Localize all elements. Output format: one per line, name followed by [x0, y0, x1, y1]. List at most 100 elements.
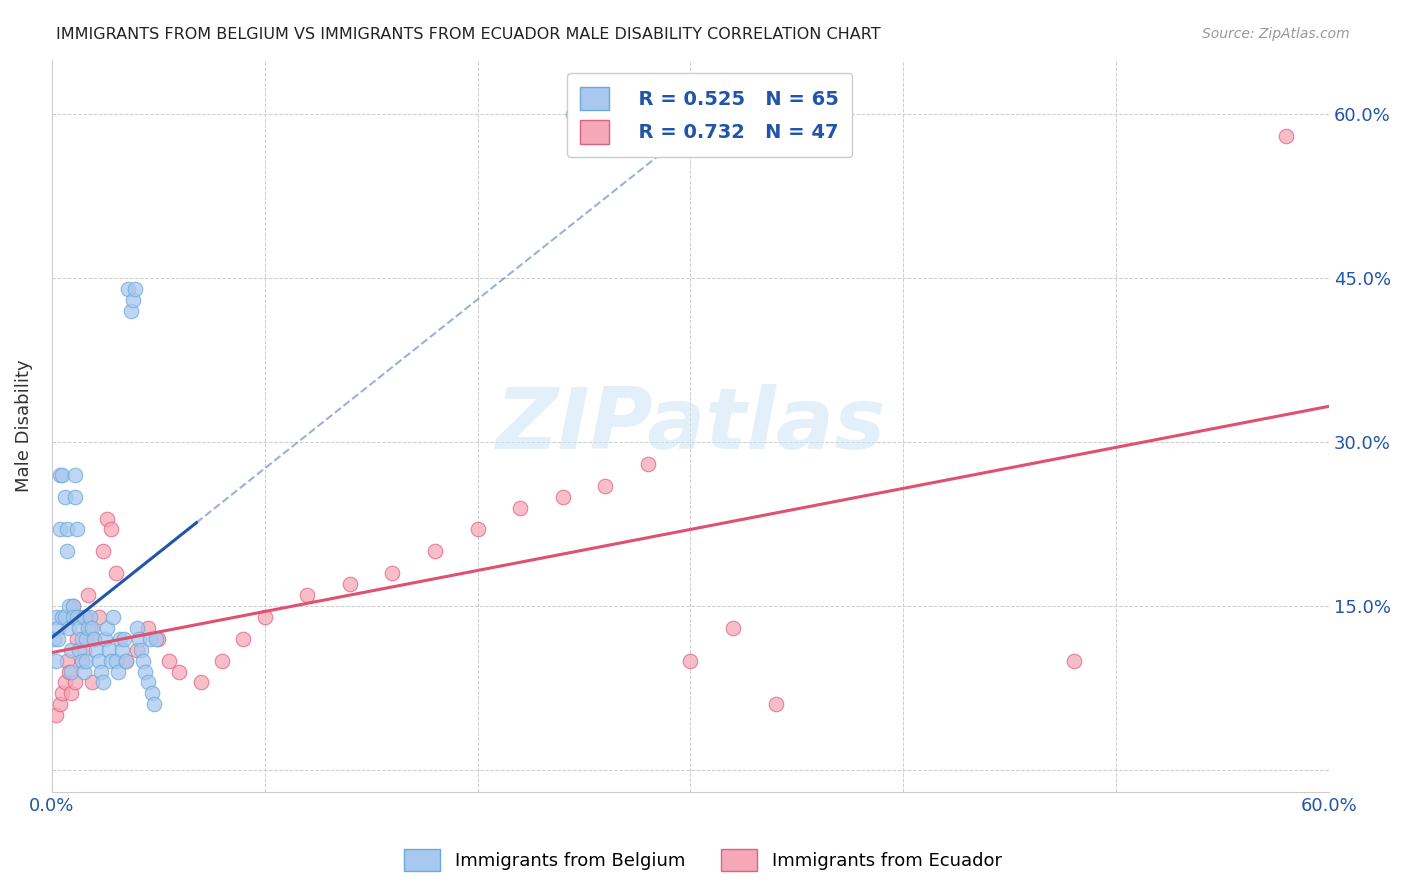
- Point: [53, 675, 76, 690]
- Point: [45, 708, 67, 723]
- Legend: Immigrants from Belgium, Immigrants from Ecuador: Immigrants from Belgium, Immigrants from…: [396, 842, 1010, 879]
- Point: [132, 654, 155, 668]
- Point: [141, 686, 163, 700]
- Point: [82, 675, 104, 690]
- Point: [103, 610, 125, 624]
- Point: [45, 654, 67, 668]
- Point: [190, 675, 212, 690]
- Point: [77, 621, 100, 635]
- Point: [75, 632, 97, 646]
- Point: [90, 665, 112, 679]
- Point: [129, 642, 152, 657]
- Point: [82, 621, 104, 635]
- Point: [98, 642, 121, 657]
- Point: [55, 654, 77, 668]
- Point: [295, 588, 318, 602]
- Point: [104, 566, 127, 581]
- Point: [79, 621, 101, 635]
- Point: [721, 621, 744, 635]
- Point: [593, 479, 616, 493]
- Point: [67, 610, 90, 624]
- Point: [51, 467, 73, 482]
- Point: [145, 632, 167, 646]
- Point: [637, 457, 659, 471]
- Point: [46, 621, 69, 635]
- Point: [70, 654, 93, 668]
- Point: [59, 665, 82, 679]
- Point: [62, 599, 84, 613]
- Point: [75, 610, 97, 624]
- Point: [121, 293, 143, 307]
- Point: [562, 107, 585, 121]
- Point: [381, 566, 404, 581]
- Point: [46, 632, 69, 646]
- Point: [211, 654, 233, 668]
- Point: [509, 500, 531, 515]
- Point: [107, 665, 129, 679]
- Point: [49, 467, 72, 482]
- Point: [49, 523, 72, 537]
- Point: [70, 632, 93, 646]
- Point: [45, 610, 67, 624]
- Point: [58, 621, 80, 635]
- Point: [157, 654, 180, 668]
- Point: [86, 642, 108, 657]
- Point: [339, 577, 361, 591]
- Point: [423, 544, 446, 558]
- Text: IMMIGRANTS FROM BELGIUM VS IMMIGRANTS FROM ECUADOR MALE DISABILITY CORRELATION C: IMMIGRANTS FROM BELGIUM VS IMMIGRANTS FR…: [56, 27, 882, 42]
- Point: [53, 610, 76, 624]
- Point: [96, 621, 118, 635]
- Point: [51, 686, 73, 700]
- Text: Source: ZipAtlas.com: Source: ZipAtlas.com: [1202, 27, 1350, 41]
- Point: [134, 665, 156, 679]
- Point: [87, 654, 110, 668]
- Point: [100, 654, 122, 668]
- Point: [63, 467, 86, 482]
- Point: [96, 511, 118, 525]
- Point: [63, 675, 86, 690]
- Point: [142, 698, 165, 712]
- Point: [59, 686, 82, 700]
- Point: [765, 698, 787, 712]
- Point: [73, 642, 96, 657]
- Point: [55, 544, 77, 558]
- Point: [148, 632, 170, 646]
- Point: [66, 610, 89, 624]
- Point: [49, 698, 72, 712]
- Point: [62, 599, 84, 613]
- Point: [42, 632, 65, 646]
- Point: [112, 632, 135, 646]
- Point: [51, 610, 73, 624]
- Point: [679, 654, 702, 668]
- Point: [104, 654, 127, 668]
- Point: [111, 642, 134, 657]
- Point: [169, 665, 191, 679]
- Point: [91, 675, 114, 690]
- Y-axis label: Male Disability: Male Disability: [15, 359, 32, 492]
- Legend:   R = 0.525   N = 65,   R = 0.732   N = 47: R = 0.525 N = 65, R = 0.732 N = 47: [567, 73, 852, 157]
- Point: [75, 654, 97, 668]
- Point: [58, 665, 80, 679]
- Point: [67, 621, 90, 635]
- Point: [124, 282, 146, 296]
- Point: [73, 610, 96, 624]
- Point: [66, 523, 89, 537]
- Point: [253, 610, 276, 624]
- Point: [70, 654, 93, 668]
- Point: [115, 654, 138, 668]
- Point: [77, 588, 100, 602]
- Point: [136, 675, 159, 690]
- Point: [100, 523, 122, 537]
- Point: [83, 632, 105, 646]
- Point: [58, 599, 80, 613]
- Point: [79, 610, 101, 624]
- Point: [138, 632, 160, 646]
- Point: [94, 632, 117, 646]
- Point: [120, 304, 142, 318]
- Point: [91, 544, 114, 558]
- Point: [67, 642, 90, 657]
- Point: [55, 523, 77, 537]
- Point: [83, 632, 105, 646]
- Point: [467, 523, 489, 537]
- Point: [232, 632, 254, 646]
